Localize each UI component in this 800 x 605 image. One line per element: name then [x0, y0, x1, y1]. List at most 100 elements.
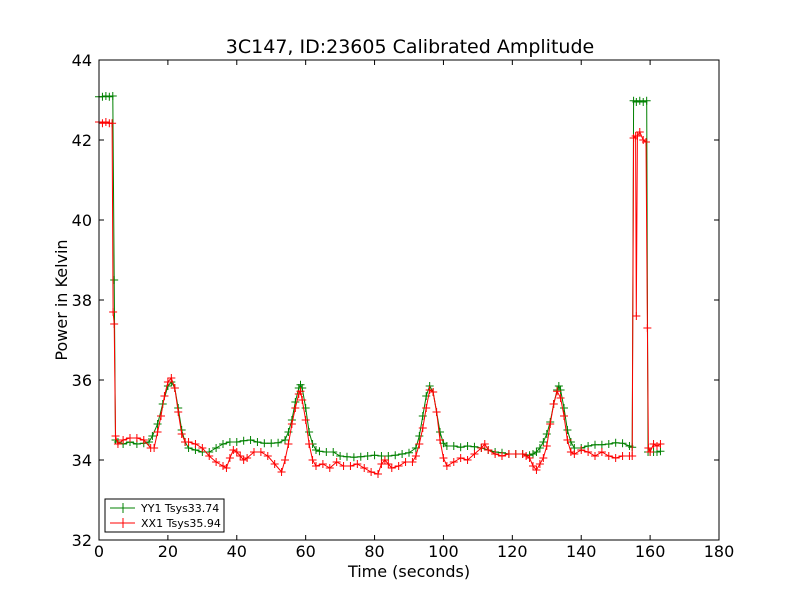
legend-swatch-marker — [118, 518, 128, 528]
data-point-marker — [656, 440, 665, 448]
data-point-marker — [105, 92, 114, 101]
chart-title: 3C147, ID:23605 Calibrated Amplitude — [226, 36, 594, 58]
data-point-marker — [250, 448, 258, 456]
x-tick-label: 80 — [364, 542, 384, 561]
data-point-marker — [535, 444, 544, 452]
data-point-marker — [144, 438, 153, 446]
x-tick-label: 160 — [635, 542, 666, 561]
data-point-marker — [148, 432, 157, 440]
data-point-marker — [150, 444, 159, 452]
data-point-marker — [132, 434, 141, 442]
data-point-marker — [549, 400, 558, 408]
data-point-marker — [353, 460, 362, 468]
data-point-marker — [591, 440, 599, 449]
data-point-marker — [498, 452, 506, 460]
data-point-marker — [332, 458, 341, 466]
data-point-marker — [111, 432, 120, 440]
data-point-marker — [312, 462, 320, 470]
data-point-marker — [643, 324, 652, 332]
data-point-marker — [163, 378, 172, 386]
data-point-marker — [157, 412, 165, 420]
legend-entry-1: YY1 Tsys33.74 — [110, 502, 219, 515]
data-point-marker — [239, 436, 248, 445]
data-point-marker — [491, 450, 500, 458]
data-point-marker — [470, 450, 479, 458]
data-point-marker — [484, 446, 493, 454]
data-point-marker — [554, 382, 563, 390]
data-point-marker — [401, 458, 410, 466]
data-point-marker — [191, 440, 200, 448]
data-point-marker — [260, 439, 269, 448]
data-point-marker — [629, 134, 638, 142]
data-point-marker — [343, 452, 351, 461]
data-point-marker — [539, 454, 548, 462]
data-point-marker — [212, 444, 221, 452]
data-point-marker — [556, 386, 565, 394]
data-point-marker — [281, 456, 289, 464]
y-tick-label: 42 — [72, 131, 92, 150]
data-point-marker — [398, 450, 407, 458]
data-point-marker — [632, 98, 641, 106]
data-point-marker — [119, 436, 128, 444]
data-point-marker — [267, 439, 276, 448]
data-point-marker — [277, 468, 286, 476]
data-point-marker — [449, 458, 458, 466]
data-point-marker — [456, 454, 465, 462]
data-point-marker — [198, 444, 207, 452]
data-point-marker — [281, 436, 289, 444]
data-point-marker — [98, 92, 107, 101]
data-point-marker — [442, 442, 451, 450]
data-point-marker — [298, 396, 307, 404]
data-point-marker — [532, 448, 541, 456]
data-point-marker — [232, 448, 241, 456]
x-axis-title: Time (seconds) — [347, 562, 470, 581]
data-point-marker — [477, 444, 486, 452]
series-1 — [95, 92, 665, 462]
data-point-marker — [305, 428, 314, 436]
data-point-marker — [339, 462, 348, 470]
x-tick-label: 60 — [295, 542, 315, 561]
data-point-marker — [641, 138, 650, 146]
data-point-marker — [232, 438, 241, 446]
data-point-marker — [374, 470, 382, 478]
data-point-marker — [635, 128, 644, 136]
data-point-marker — [160, 392, 169, 400]
data-point-marker — [532, 466, 541, 474]
data-point-marker — [377, 460, 386, 468]
data-point-marker — [287, 420, 296, 428]
data-point-marker — [644, 444, 653, 452]
data-point-marker — [384, 452, 393, 460]
data-point-marker — [463, 456, 472, 464]
data-point-marker — [584, 448, 593, 456]
data-point-marker — [296, 387, 305, 396]
data-point-marker — [542, 442, 551, 450]
x-tick-label: 100 — [428, 542, 459, 561]
data-point-marker — [205, 452, 214, 460]
data-point-marker — [425, 386, 434, 394]
data-point-marker — [480, 440, 489, 448]
data-point-marker — [308, 456, 317, 464]
data-point-marker — [177, 430, 186, 438]
data-point-marker — [611, 454, 620, 462]
data-point-marker — [363, 452, 372, 460]
data-point-marker — [356, 452, 365, 461]
data-point-marker — [649, 440, 658, 448]
data-point-marker — [570, 450, 579, 458]
data-point-marker — [229, 446, 238, 454]
data-point-marker — [442, 462, 451, 470]
data-point-marker — [656, 447, 665, 456]
data-point-marker — [470, 442, 479, 451]
data-point-marker — [429, 388, 438, 396]
data-point-marker — [139, 436, 148, 444]
data-point-marker — [556, 394, 565, 402]
data-point-marker — [225, 454, 234, 462]
data-point-marker — [535, 460, 544, 468]
data-point-marker — [422, 404, 431, 412]
data-point-marker — [522, 452, 531, 460]
data-point-marker — [219, 440, 227, 448]
data-point-marker — [298, 384, 307, 392]
data-point-marker — [642, 96, 651, 105]
data-point-marker — [456, 443, 465, 452]
data-point-marker — [113, 440, 122, 448]
